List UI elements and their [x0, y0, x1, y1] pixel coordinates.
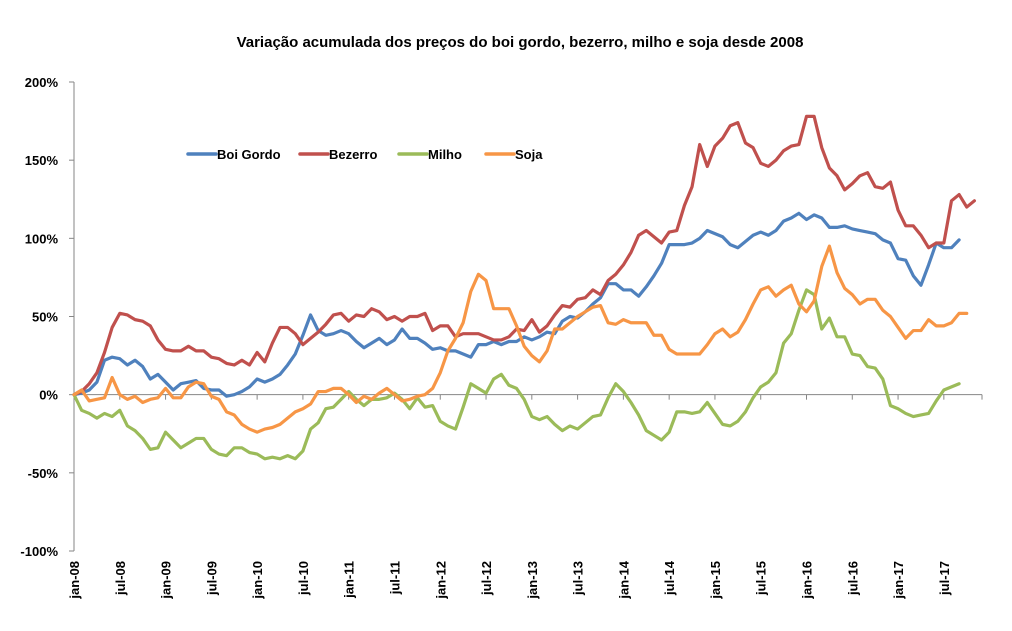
- legend-label: Boi Gordo: [217, 147, 281, 162]
- series-line-bezerro: [72, 114, 976, 397]
- y-tick-label: 150%: [25, 153, 59, 168]
- x-tick-label: jul-08: [113, 561, 128, 596]
- legend-item-boi-gordo: Boi Gordo: [186, 147, 281, 162]
- legend-item-soja: Soja: [484, 147, 543, 162]
- legend-item-bezerro: Bezerro: [298, 147, 377, 162]
- y-tick-label: -100%: [20, 544, 58, 559]
- y-tick-label: 200%: [25, 75, 59, 90]
- x-tick-label: jan-11: [342, 561, 357, 599]
- x-tick-label: jul-09: [204, 561, 219, 596]
- x-tick-label: jan-13: [525, 561, 540, 600]
- y-tick-label: 50%: [32, 310, 58, 325]
- x-tick-label: jan-16: [800, 561, 815, 600]
- x-tick-label: jul-14: [662, 560, 677, 596]
- legend: Boi Gordo Bezerro Milho Soja: [186, 147, 543, 162]
- x-tick-label: jan-10: [250, 561, 265, 600]
- x-tick-label: jan-12: [433, 561, 448, 600]
- x-tick-label: jan-17: [891, 561, 906, 600]
- legend-label: Milho: [428, 147, 462, 162]
- legend-label: Soja: [515, 147, 543, 162]
- series-lines: [72, 114, 976, 461]
- x-tick-label: jul-16: [845, 561, 860, 596]
- series-line-milho: [72, 288, 961, 461]
- series-line-boi-gordo: [72, 211, 961, 398]
- x-tick-label: jan-09: [159, 561, 174, 600]
- x-tick-label: jan-14: [616, 560, 631, 599]
- legend-label: Bezerro: [329, 147, 377, 162]
- legend-item-milho: Milho: [397, 147, 462, 162]
- y-tick-label: -50%: [28, 466, 59, 481]
- x-tick-label: jul-10: [296, 561, 311, 596]
- y-tick-label: 100%: [25, 231, 59, 246]
- x-axis: jan-08 jul-08 jan-09 jul-09 jan-10 jul-10 jan-…: [67, 394, 983, 600]
- x-tick-label: jul-15: [754, 561, 769, 596]
- x-tick-label: jul-11: [387, 561, 402, 595]
- x-tick-label: jul-13: [571, 561, 586, 596]
- y-tick-label: 0%: [39, 388, 58, 403]
- x-tick-label: jul-12: [479, 561, 494, 596]
- x-tick-label: jan-15: [708, 561, 723, 600]
- y-axis: 200% 150% 100% 50% 0% -50% -100%: [20, 75, 75, 559]
- chart-title: Variação acumulada dos preços do boi gor…: [237, 34, 804, 51]
- x-tick-label: jan-08: [67, 561, 82, 600]
- x-tick-label: jul-17: [937, 561, 952, 596]
- series-line-soja: [72, 244, 969, 434]
